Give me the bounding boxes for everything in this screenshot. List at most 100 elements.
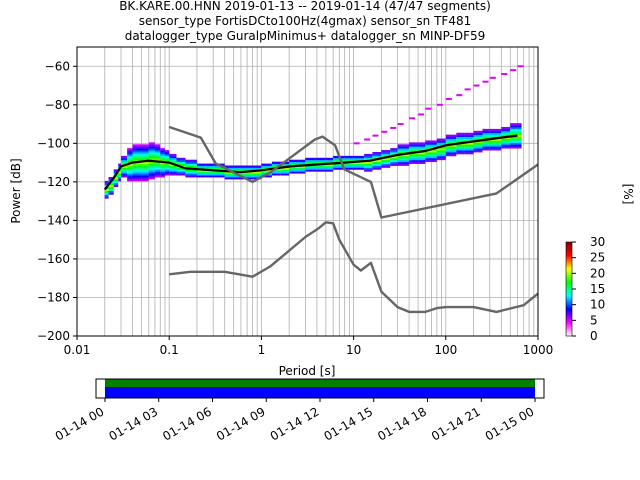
x-tick-label: 1 <box>258 343 266 357</box>
density-cell <box>127 178 133 182</box>
density-cell <box>148 146 155 149</box>
density-outlier-cell <box>489 76 496 79</box>
x-tick-label: 0.1 <box>160 343 179 357</box>
density-cell <box>113 178 119 182</box>
density-cell <box>501 146 511 149</box>
density-outlier-cell <box>353 142 360 145</box>
density-cell <box>325 169 334 172</box>
density-cell <box>501 130 511 134</box>
density-cell <box>154 155 161 159</box>
density-cell <box>364 161 373 164</box>
density-cell <box>127 150 133 153</box>
density-cell <box>501 142 511 145</box>
density-cell <box>501 138 511 141</box>
density-cell <box>127 175 133 178</box>
density-cell <box>517 125 522 128</box>
title-line-2: sensor_type FortisDCto100Hz(4gmax) senso… <box>139 14 471 28</box>
density-cell <box>185 175 197 178</box>
density-cell <box>224 177 234 180</box>
density-cell <box>501 128 511 132</box>
density-cell <box>141 157 149 161</box>
density-cell <box>160 152 165 155</box>
density-cell <box>425 142 437 145</box>
availability-tick-label: 01-14 21 <box>429 404 483 443</box>
density-cell <box>141 161 149 164</box>
density-cell <box>280 163 290 166</box>
density-cell <box>148 173 155 176</box>
density-cell <box>160 148 165 151</box>
density-cell <box>390 159 398 163</box>
density-cell <box>489 140 502 143</box>
density-cell <box>517 130 522 134</box>
density-cell <box>108 192 114 195</box>
density-cell <box>148 150 155 153</box>
density-cell <box>141 177 149 180</box>
plot-frame <box>76 46 539 337</box>
density-cell <box>118 175 121 178</box>
density-cell <box>418 146 426 149</box>
density-cell <box>517 134 522 137</box>
density-cell <box>108 190 114 193</box>
title-line-3: datalogger_type GuralpMinimus+ datalogge… <box>125 29 486 43</box>
density-cell <box>104 190 109 193</box>
density-cell <box>305 169 317 172</box>
density-cell <box>510 146 518 149</box>
density-cell <box>381 159 391 163</box>
density-cell <box>473 142 483 145</box>
density-cell <box>169 169 177 172</box>
density-cell <box>118 173 121 176</box>
availability-band-lower <box>104 387 536 398</box>
density-cell <box>425 150 437 153</box>
y-axis-ticks: −200 −180 −160 −140 −120 −100 −80 −60 <box>37 59 77 343</box>
density-cell <box>164 171 170 174</box>
density-cell <box>205 163 214 166</box>
density-cell <box>510 128 518 132</box>
density-cell <box>456 146 465 149</box>
density-cell <box>176 161 186 164</box>
density-cell <box>233 175 241 178</box>
y-tick-label: −60 <box>45 59 70 73</box>
density-cell <box>120 157 128 161</box>
density-cell <box>333 165 345 168</box>
density-cell <box>185 169 197 172</box>
density-cell <box>364 153 373 157</box>
density-cell <box>164 152 170 155</box>
density-cell <box>316 165 326 168</box>
density-cell <box>510 126 518 130</box>
y-tick-label: −160 <box>37 252 70 266</box>
density-cell <box>390 161 398 164</box>
density-cell <box>132 178 142 182</box>
density-cell <box>252 167 262 170</box>
density-cell <box>397 161 410 164</box>
density-cell <box>425 155 437 159</box>
density-cell <box>409 148 419 151</box>
density-cell <box>464 134 474 137</box>
density-cell <box>372 161 382 164</box>
density-cell <box>240 165 253 168</box>
density-cell <box>148 153 155 157</box>
density-cell <box>120 167 128 170</box>
density-cell <box>141 155 149 159</box>
density-outlier-cell <box>510 69 517 72</box>
density-cell <box>160 155 165 159</box>
density-cell <box>132 167 142 170</box>
density-cell <box>108 177 114 180</box>
density-cell <box>501 126 511 130</box>
density-cell <box>418 148 426 151</box>
density-cell <box>344 155 354 159</box>
density-cell <box>397 146 410 149</box>
density-cell <box>425 152 437 155</box>
availability-tick-label: 01-14 18 <box>375 404 429 443</box>
density-cell <box>148 152 155 155</box>
density-outlier-cell <box>409 117 416 120</box>
availability-tick-label: 01-14 06 <box>160 404 214 443</box>
density-cell <box>333 167 345 170</box>
density-cell <box>148 165 155 168</box>
density-cell <box>464 132 474 136</box>
density-cell <box>489 144 502 147</box>
density-cell <box>298 161 306 164</box>
density-cell <box>289 161 299 164</box>
density-cell <box>252 165 262 168</box>
density-cell <box>517 138 522 141</box>
